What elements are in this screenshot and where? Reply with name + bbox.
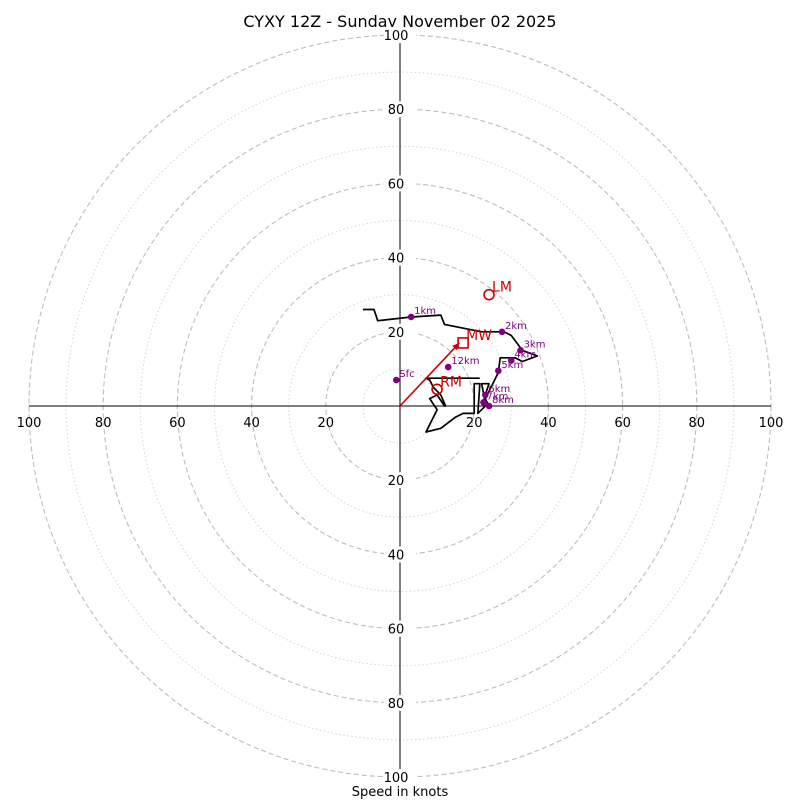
- y-tick-bg: [384, 175, 416, 192]
- height-label-12km: 12km: [451, 356, 479, 367]
- height-marker-8km: [485, 402, 493, 410]
- x-tick-label: 100: [17, 416, 42, 431]
- height-marker-Sfc: [392, 376, 400, 384]
- y-tick-label: 20: [388, 474, 405, 489]
- height-marker-12km: [444, 363, 452, 371]
- y-tick-label: 100: [384, 771, 409, 786]
- x-tick-label: 80: [689, 416, 706, 431]
- shear-vector: [399, 342, 460, 407]
- mw-marker: [457, 337, 469, 349]
- y-tick-label: 60: [388, 623, 405, 638]
- y-tick-bg: [384, 620, 416, 637]
- height-marker-4km: [508, 357, 515, 364]
- height-label-Sfc: Sfc: [399, 369, 414, 380]
- x-tick-label: 20: [318, 416, 335, 431]
- x-tick-label: 100: [759, 416, 784, 431]
- height-marker-2km: [498, 328, 506, 336]
- height-label-3km: 3km: [524, 339, 546, 350]
- height-marker-6km: [482, 391, 489, 399]
- height-label-7km: 7km: [486, 391, 508, 402]
- y-tick-label: 40: [388, 548, 405, 563]
- y-tick-bg: [384, 27, 416, 43]
- height-label-2km: 2km: [505, 321, 527, 332]
- storm-motion: LM MW RM: [399, 280, 512, 407]
- height-label-4km: 4km: [514, 349, 536, 360]
- chart-title: CYXY 12Z - Sunday November 02 2025: [243, 12, 556, 31]
- height-label-6km: 6km: [488, 384, 510, 395]
- x-tick-label: 40: [243, 416, 260, 431]
- y-tick-bg: [384, 249, 416, 266]
- lm-label: LM: [492, 280, 512, 296]
- y-tick-bg: [384, 472, 416, 489]
- y-tick-label: 80: [388, 103, 405, 118]
- height-label-8km: 8km: [492, 395, 514, 406]
- lm-marker: [483, 288, 495, 301]
- height-marker-3km: [517, 347, 524, 354]
- y-tick-label: 100: [384, 29, 409, 44]
- y-tick-bg: [384, 769, 416, 785]
- y-tick-bg: [384, 101, 416, 118]
- y-tick-label: 80: [388, 697, 405, 712]
- x-tick-label: 60: [169, 416, 186, 431]
- x-tick-label: 20: [466, 416, 483, 431]
- height-marker-7km: [480, 398, 487, 406]
- height-marker-5km: [495, 367, 502, 375]
- rm-label: RM: [440, 374, 462, 390]
- rm-marker: [431, 383, 443, 396]
- y-tick-label: 20: [388, 326, 405, 341]
- mw-label: MW: [466, 328, 492, 344]
- x-tick-label: 60: [614, 416, 631, 431]
- height-label-1km: 1km: [414, 306, 436, 317]
- height-label-5km: 5km: [501, 360, 523, 371]
- x-tick-label: 80: [95, 416, 112, 431]
- y-tick-label: 40: [388, 252, 405, 267]
- y-tick-label: 60: [388, 177, 405, 192]
- y-tick-bg: [384, 546, 416, 563]
- y-tick-bg: [384, 694, 416, 711]
- tick-labels: 100 80 60 40 20 20 40 60 80 100 100 80 60 40 20 20 40 60 8…: [17, 27, 784, 786]
- x-axis-label: Speed in knots: [352, 785, 449, 800]
- height-marker-1km: [407, 313, 415, 321]
- x-tick-label: 40: [540, 416, 557, 431]
- y-tick-bg: [384, 323, 416, 340]
